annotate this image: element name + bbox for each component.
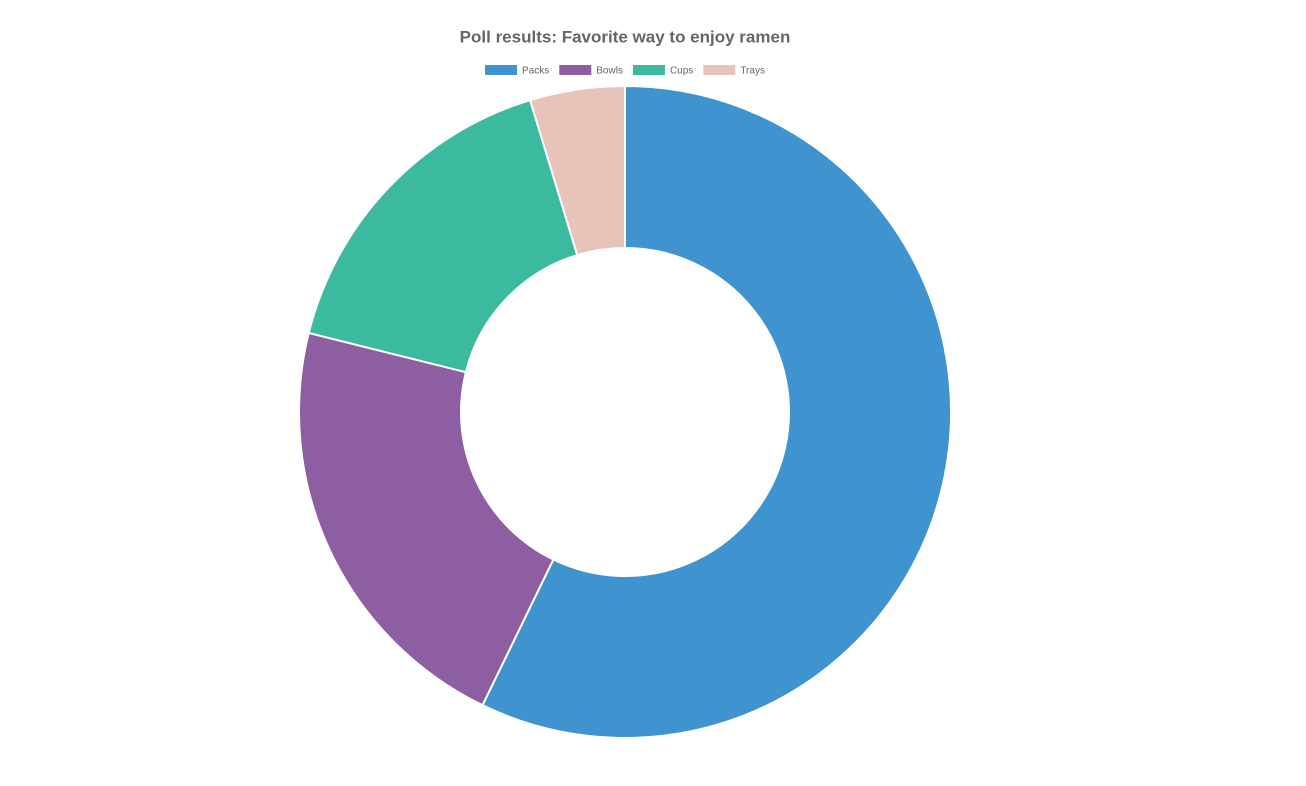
legend-swatch (632, 65, 665, 75)
slice (481, 84, 952, 739)
legend-label: Packs (522, 66, 549, 77)
doughnut (298, 84, 952, 739)
slice (528, 84, 626, 257)
legend-swatch (559, 65, 592, 75)
legend-label: Trays (740, 66, 765, 77)
legend-swatch (485, 65, 518, 75)
legend-label: Bowls (596, 66, 623, 77)
legend-swatch (703, 65, 736, 75)
legend-label: Cups (670, 66, 693, 77)
slice (298, 331, 555, 707)
slice (307, 98, 579, 374)
chart-title: Poll results: Favorite way to enjoy rame… (460, 27, 791, 46)
legend: Packs Bowls Cups Trays (485, 65, 765, 77)
